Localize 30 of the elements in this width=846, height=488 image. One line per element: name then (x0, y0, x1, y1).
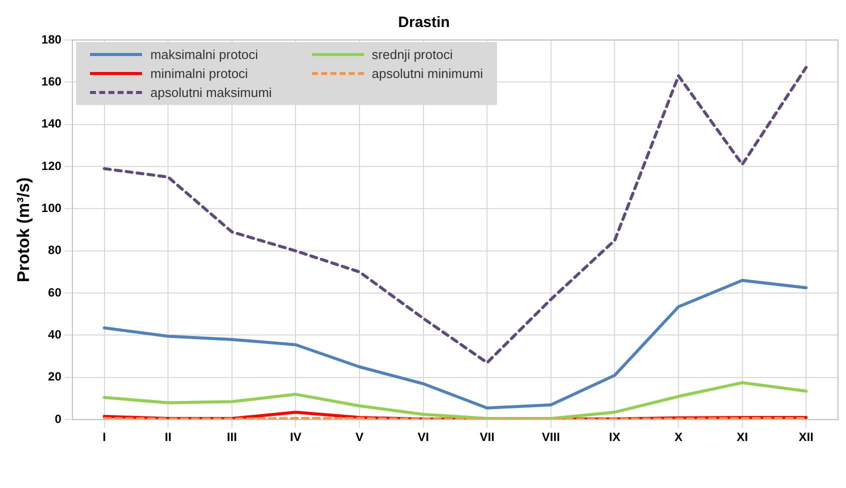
x-tick-label: III (226, 430, 237, 444)
legend-label: minimalni protoci (150, 66, 248, 81)
x-tick-label: V (356, 430, 364, 444)
x-tick-label: X (674, 430, 683, 444)
chart-title: Drastin (398, 14, 450, 32)
y-tick-label: 40 (48, 328, 62, 342)
y-tick-label: 0 (54, 412, 62, 426)
legend-label: srednji protoci (372, 47, 453, 62)
y-tick-label: 80 (48, 243, 62, 258)
x-tick-label: VII (480, 430, 494, 444)
legend-label: apsolutni minimumi (372, 66, 484, 81)
x-tick-label: II (164, 430, 172, 444)
y-tick-label: 100 (41, 201, 62, 216)
x-tick-label: VIII (542, 430, 560, 444)
y-tick-label: 60 (48, 285, 62, 300)
y-tick-label: 180 (41, 32, 62, 46)
x-tick-label: VI (418, 430, 429, 444)
y-tick-label: 20 (48, 370, 62, 384)
x-tick-label: IX (609, 430, 620, 444)
y-tick-label: 160 (41, 74, 62, 88)
y-axis-title: Protok (m³/s) (14, 177, 33, 282)
x-tick-label: XII (798, 430, 814, 444)
y-tick-label: 120 (41, 158, 62, 173)
x-tick-label: IV (290, 430, 302, 444)
legend-label: maksimalni protoci (150, 47, 258, 62)
x-tick-label: XI (736, 430, 748, 444)
x-tick-label: I (102, 430, 106, 444)
legend-label: apsolutni maksimumi (150, 85, 272, 100)
line-series (102, 66, 808, 364)
y-tick-label: 140 (41, 116, 62, 131)
